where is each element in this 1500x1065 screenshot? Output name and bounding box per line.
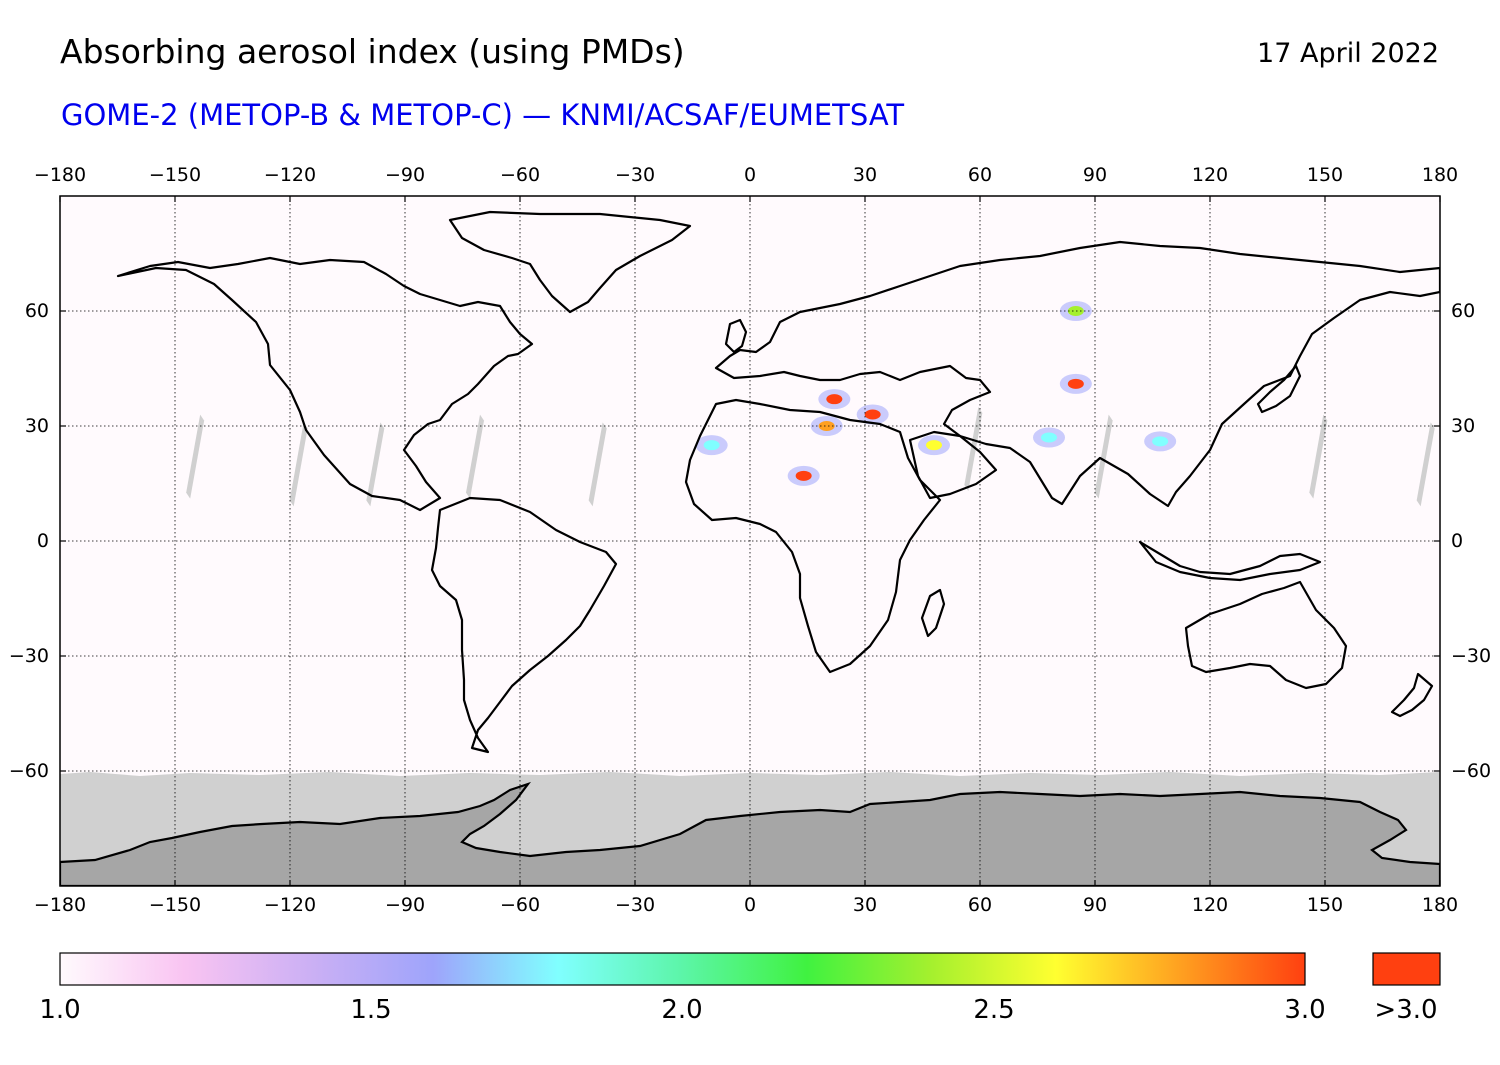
longitude-tick-label: 90 [1082, 894, 1108, 916]
longitude-tick-label: −30 [614, 894, 656, 916]
longitude-tick-label: 30 [852, 894, 878, 916]
colorbar-overflow-label: >3.0 [1374, 995, 1438, 1025]
longitude-tick-label: −120 [263, 164, 317, 186]
latitude-tick-label: −30 [1451, 645, 1492, 667]
longitude-tick-label: 60 [967, 164, 993, 186]
no-data-strip [366, 422, 385, 507]
longitude-tick-label: 150 [1306, 164, 1344, 186]
latitude-tick-label: 0 [1451, 530, 1464, 552]
colorbar-gradient [59, 952, 1306, 986]
no-data-strip [964, 407, 983, 491]
map-title: Absorbing aerosol index (using PMDs) [60, 32, 685, 71]
no-data-strip [186, 414, 205, 499]
longitude-tick-label: −150 [148, 164, 202, 186]
latitude-tick-label: 60 [24, 300, 49, 322]
no-data-strip [588, 422, 607, 507]
longitude-tick-label: −120 [263, 894, 317, 916]
longitude-tick-label: −90 [384, 894, 426, 916]
latitude-tick-label: 0 [36, 530, 49, 552]
new-zealand-coast [1390, 672, 1434, 718]
colorbar-label: 3.0 [1284, 995, 1326, 1025]
greenland-coast [448, 210, 692, 314]
longitude-tick-label: 180 [1421, 164, 1459, 186]
no-data-strip [1309, 414, 1328, 499]
longitude-tick-label: −150 [148, 894, 202, 916]
no-data-strip [289, 422, 308, 507]
longitude-tick-label: −60 [499, 894, 541, 916]
longitude-tick-label: −60 [499, 164, 541, 186]
aerosol-hotspot [926, 440, 942, 451]
aerosol-hotspot [1067, 306, 1084, 316]
aerosol-hotspot [1041, 432, 1057, 443]
latitude-tick-label: 60 [1451, 300, 1476, 322]
coastlines [116, 210, 1440, 754]
south-america-coast [430, 496, 618, 754]
graticule [60, 196, 1440, 886]
aerosol-hotspot [818, 421, 835, 431]
longitude-tick-label: 30 [852, 164, 878, 186]
longitude-tick-label: 150 [1306, 894, 1344, 916]
north-america-coast [116, 256, 534, 512]
aerosol-hotspot [1067, 378, 1084, 389]
latitude-tick-label: −60 [8, 760, 49, 782]
madagascar-coast [920, 588, 946, 638]
longitude-tick-label: 180 [1421, 894, 1459, 916]
australia-coast [1184, 580, 1348, 690]
latitude-tick-label: 30 [24, 415, 49, 437]
map-date: 17 April 2022 [1257, 38, 1439, 69]
aerosol-hotspot [826, 394, 843, 405]
arabia-coast [908, 430, 998, 500]
longitude-tick-label: 0 [743, 894, 757, 916]
colorbar-overflow-swatch [1372, 952, 1441, 986]
aerosol-hotspots [695, 301, 1177, 486]
aerosol-hotspot [795, 470, 812, 481]
no-data-strip [1094, 414, 1113, 499]
aerosol-hotspot [1152, 436, 1169, 447]
indonesia-coast [1138, 540, 1322, 582]
colorbar-label: 2.5 [973, 995, 1015, 1025]
tick-marks [59, 196, 1441, 886]
no-data-strips [186, 407, 1435, 507]
no-data-strip [1416, 422, 1435, 507]
eurasia-africa-coast [714, 240, 1440, 508]
colorbar-label: 1.0 [39, 995, 81, 1025]
colorbar-label: 1.5 [350, 995, 392, 1025]
aerosol-hotspot [864, 409, 881, 420]
latitude-tick-label: −60 [1451, 760, 1492, 782]
longitude-tick-label: −180 [33, 164, 87, 186]
longitude-tick-label: −90 [384, 164, 426, 186]
map-subtitle: GOME-2 (METOP-B & METOP-C) — KNMI/ACSAF/… [61, 98, 905, 132]
latitude-tick-label: 30 [1451, 415, 1476, 437]
longitude-tick-label: 90 [1082, 164, 1108, 186]
japan-coast [1256, 364, 1302, 414]
longitude-tick-label: 120 [1191, 164, 1229, 186]
colorbar-label: 2.0 [661, 995, 703, 1025]
uk-coast [724, 318, 748, 354]
longitude-tick-label: 0 [743, 164, 757, 186]
latitude-tick-label: −30 [8, 645, 49, 667]
longitude-tick-label: 120 [1191, 894, 1229, 916]
longitude-tick-label: −30 [614, 164, 656, 186]
longitude-tick-label: 60 [967, 894, 993, 916]
africa-coast [684, 398, 942, 674]
longitude-tick-label: −180 [33, 894, 87, 916]
no-data-strip [466, 414, 484, 499]
aerosol-hotspot [703, 440, 720, 451]
